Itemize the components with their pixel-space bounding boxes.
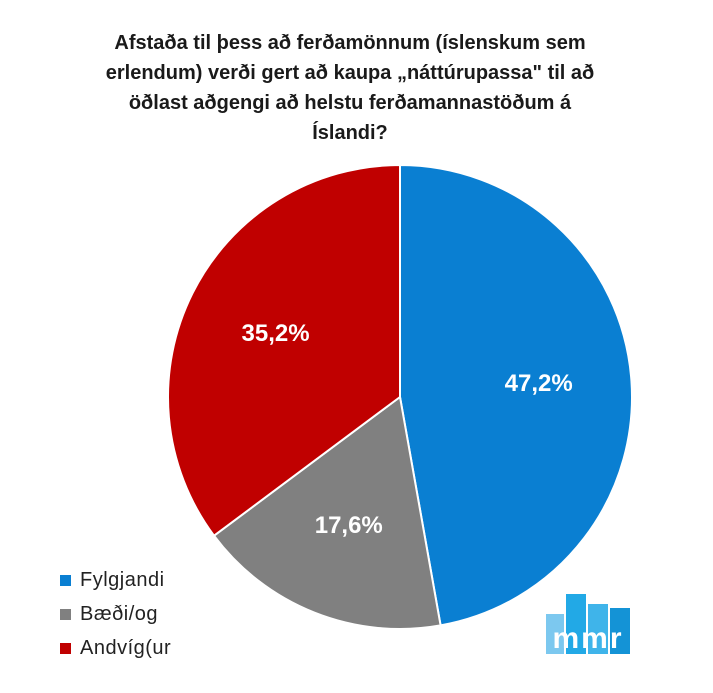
mmr-logo: mmr <box>546 594 630 655</box>
legend-label: Fylgjandi <box>80 568 165 591</box>
legend-item: Andvíg(ur <box>60 631 171 665</box>
pie-slice-bæði-og <box>212 395 442 630</box>
legend-swatch <box>60 608 71 620</box>
pie-slice-fylgjandi <box>399 163 633 627</box>
slice-data-label: 17,6% <box>315 512 383 539</box>
legend-label: Bæði/og <box>80 602 158 625</box>
slice-data-label: 47,2% <box>505 370 573 397</box>
legend-item: Fylgjandi <box>60 563 171 597</box>
pie-slice-andvíg-ur <box>167 163 401 538</box>
pie-slices <box>167 163 633 630</box>
legend: Fylgjandi Bæði/og Andvíg(ur <box>60 563 171 665</box>
logo-bars <box>546 594 630 654</box>
logo-wordmark: mmr <box>552 622 623 655</box>
slice-data-label: 35,2% <box>242 320 310 347</box>
chart-title: Afstaða til þess að ferðamönnum (íslensk… <box>105 32 595 144</box>
legend-swatch <box>60 574 71 586</box>
legend-label: Andvíg(ur <box>80 636 172 659</box>
pie-labels: 47,2% 17,6% 35,2% <box>242 320 573 539</box>
legend-swatch <box>60 642 71 654</box>
legend-item: Bæði/og <box>60 597 171 631</box>
